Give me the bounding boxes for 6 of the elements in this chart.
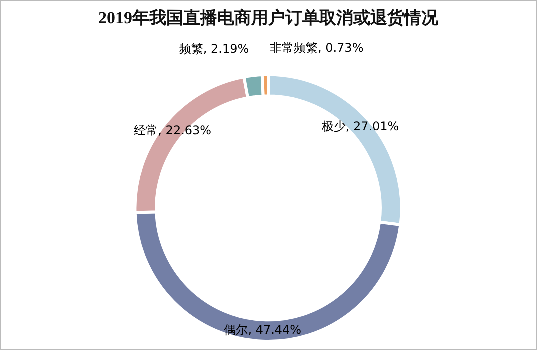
- slice-label: 偶尔, 47.44%: [224, 322, 302, 337]
- slice-label: 极少, 27.01%: [320, 119, 400, 134]
- slice-label: 频繁, 2.19%: [179, 42, 250, 56]
- slice-label: 经常, 22.63%: [134, 124, 212, 138]
- slice-label: 非常频繁, 0.73%: [270, 41, 364, 56]
- chart-title: 2019年我国直播电商用户订单取消或退货情况: [98, 8, 440, 28]
